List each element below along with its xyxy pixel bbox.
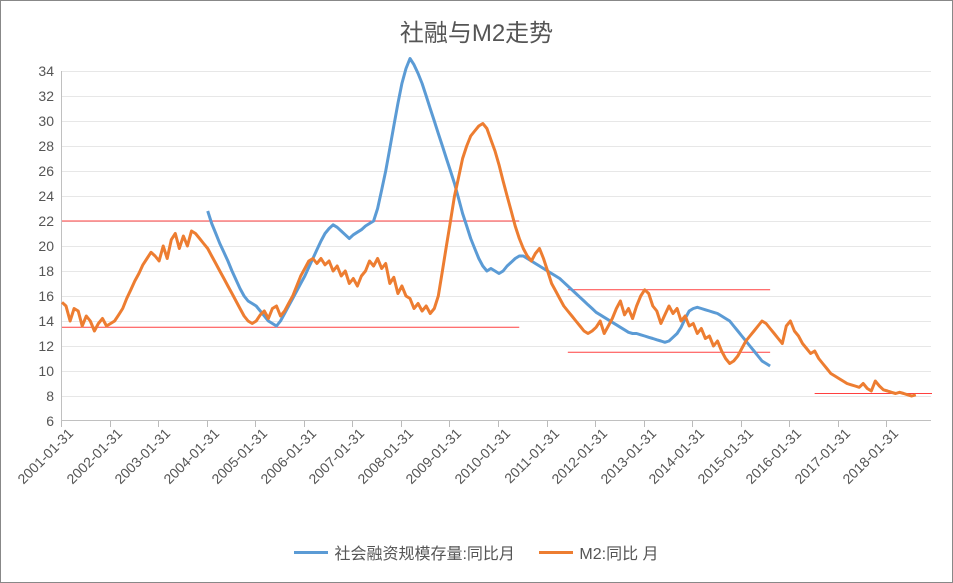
x-tick-mark: [644, 421, 645, 427]
y-tick-label: 28: [14, 138, 54, 154]
y-tick-label: 18: [14, 263, 54, 279]
y-tick-label: 20: [14, 238, 54, 254]
series-line-m2: [62, 124, 916, 397]
x-tick-mark: [110, 421, 111, 427]
y-tick-label: 32: [14, 88, 54, 104]
x-tick-mark: [741, 421, 742, 427]
y-tick-label: 22: [14, 213, 54, 229]
y-tick-label: 16: [14, 288, 54, 304]
legend-label-tsf: 社会融资规模存量:同比月: [334, 540, 514, 564]
y-tick-label: 26: [14, 163, 54, 179]
x-tick-mark: [498, 421, 499, 427]
legend-item-tsf: 社会融资规模存量:同比月: [294, 540, 514, 564]
legend: 社会融资规模存量:同比月 M2:同比 月: [1, 540, 952, 564]
x-tick-mark: [207, 421, 208, 427]
y-tick-label: 14: [14, 313, 54, 329]
chart-container: 社融与M2走势 6810121416182022242628303234 200…: [0, 0, 953, 583]
legend-item-m2: M2:同比 月: [539, 540, 658, 564]
x-tick-mark: [401, 421, 402, 427]
y-tick-label: 34: [14, 63, 54, 79]
x-tick-mark: [838, 421, 839, 427]
y-tick-label: 8: [14, 388, 54, 404]
y-tick-label: 12: [14, 338, 54, 354]
legend-swatch-tsf: [294, 551, 328, 554]
y-tick-label: 24: [14, 188, 54, 204]
chart-lines: [62, 71, 931, 420]
y-tick-label: 10: [14, 363, 54, 379]
y-tick-label: 6: [14, 413, 54, 429]
plot-area: [61, 71, 931, 421]
x-tick-mark: [304, 421, 305, 427]
legend-label-m2: M2:同比 月: [579, 540, 658, 564]
legend-swatch-m2: [539, 551, 573, 554]
x-tick-mark: [61, 421, 62, 427]
chart-title: 社融与M2走势: [1, 13, 952, 48]
y-tick-label: 30: [14, 113, 54, 129]
x-tick-mark: [547, 421, 548, 427]
